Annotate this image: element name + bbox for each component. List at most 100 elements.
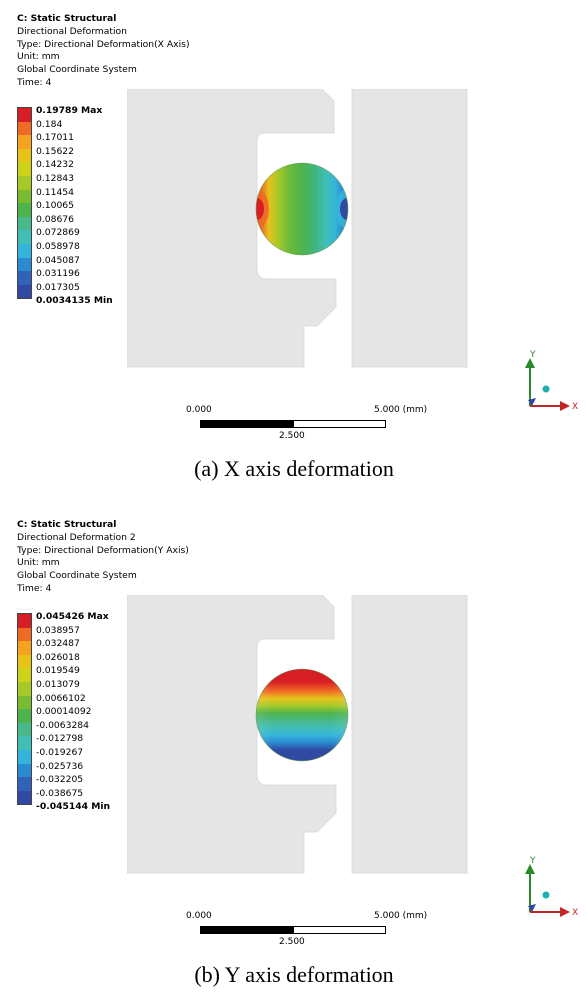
legend-label: -0.012798 xyxy=(36,733,84,745)
deformation-contour xyxy=(255,162,349,256)
legend-band xyxy=(18,709,31,723)
deformation-contour xyxy=(255,668,349,762)
legend-labels: 0.045426 Max 0.038957 0.032487 0.026018 … xyxy=(36,610,110,814)
legend-label: -0.025736 xyxy=(36,760,84,772)
panel-y-deformation: C: Static Structural Directional Deforma… xyxy=(0,506,588,1006)
figure-caption: (a) X axis deformation xyxy=(194,456,394,481)
legend-min-label: -0.045144 Min xyxy=(36,801,111,813)
result-header: C: Static Structural Directional Deforma… xyxy=(17,13,190,90)
scale-start-label: 0.000 xyxy=(186,405,212,415)
result-unit: Unit: mm xyxy=(17,557,60,569)
legend-color-bar xyxy=(17,107,32,300)
y-arrow-icon xyxy=(525,358,535,368)
legend-label: 0.08676 xyxy=(36,213,74,225)
panel-x-deformation: C: Static Structural Directional Deforma… xyxy=(0,0,588,500)
legend-label: 0.15622 xyxy=(36,145,74,157)
fe-model-view xyxy=(127,89,468,368)
legend-band xyxy=(18,271,31,285)
legend-label: 0.038957 xyxy=(36,624,80,636)
legend-color-bar xyxy=(17,613,32,806)
y-axis-label: Y xyxy=(529,856,536,866)
right-part xyxy=(351,595,468,874)
legend-band xyxy=(18,216,31,231)
legend-label: -0.038675 xyxy=(36,787,84,799)
result-name: Directional Deformation xyxy=(17,25,127,37)
result-unit: Unit: mm xyxy=(17,51,60,63)
x-axis-label: X xyxy=(572,908,578,918)
legend-label: 0.00014092 xyxy=(36,706,92,718)
legend-band xyxy=(18,230,31,244)
legend-band xyxy=(18,243,31,258)
scale-end-label: 5.000 (mm) xyxy=(374,405,428,415)
legend-band xyxy=(18,135,31,149)
z-axis-icon xyxy=(528,398,536,406)
legend-band xyxy=(18,763,31,778)
fe-model-view xyxy=(127,595,468,874)
left-part xyxy=(127,89,337,368)
scale-track xyxy=(200,420,386,428)
legend-band xyxy=(18,148,31,163)
view-center-dot xyxy=(542,891,550,899)
legend-band xyxy=(18,641,31,655)
legend-max-label: 0.045426 Max xyxy=(36,611,109,622)
legend-label: 0.10065 xyxy=(36,200,74,212)
result-header: C: Static Structural Directional Deforma… xyxy=(17,519,189,596)
legend-band xyxy=(18,654,31,669)
legend-label: 0.184 xyxy=(36,118,63,130)
legend-band xyxy=(18,189,31,204)
legend-label: 0.072869 xyxy=(36,227,80,239)
legend-band xyxy=(18,203,31,217)
legend-band xyxy=(18,121,31,136)
legend-band xyxy=(18,668,31,682)
result-time: Time: 4 xyxy=(17,76,52,88)
legend-band xyxy=(18,736,31,750)
legend-band xyxy=(18,162,31,176)
coordinate-triad: Y X xyxy=(525,856,578,918)
coordinate-triad: Y X xyxy=(525,350,578,412)
analysis-title: C: Static Structural xyxy=(17,519,117,530)
x-axis-label: X xyxy=(572,402,578,412)
legend-band xyxy=(18,749,31,764)
result-type: Type: Directional Deformation(Y Axis) xyxy=(17,544,189,556)
legend-band xyxy=(18,614,31,628)
z-axis-icon xyxy=(528,904,536,912)
scale-bar: 0.000 5.000 (mm) 2.500 xyxy=(186,911,436,951)
legend-band xyxy=(18,627,31,642)
x-arrow-icon xyxy=(560,907,570,917)
result-type: Type: Directional Deformation(X Axis) xyxy=(17,38,190,50)
view-center-dot xyxy=(542,385,550,393)
legend-label: 0.013079 xyxy=(36,678,80,690)
legend-label: 0.12843 xyxy=(36,172,74,184)
left-part xyxy=(127,595,337,874)
legend-label: 0.017305 xyxy=(36,281,80,293)
scale-fill xyxy=(201,421,294,427)
legend-label: 0.17011 xyxy=(36,132,74,144)
analysis-title: C: Static Structural xyxy=(17,13,117,24)
result-name: Directional Deformation 2 xyxy=(17,531,136,543)
legend-band xyxy=(18,790,31,805)
legend-band xyxy=(18,257,31,272)
legend-band xyxy=(18,284,31,299)
legend-label: 0.11454 xyxy=(36,186,74,198)
right-part xyxy=(351,89,468,368)
legend-min-label: 0.0034135 Min xyxy=(36,295,113,307)
legend-band xyxy=(18,722,31,737)
legend-label: 0.031196 xyxy=(36,268,80,280)
scale-start-label: 0.000 xyxy=(186,911,212,921)
legend-band xyxy=(18,777,31,791)
coordinate-system: Global Coordinate System xyxy=(17,64,137,76)
legend-label: 0.0066102 xyxy=(36,692,86,704)
legend-max-label: 0.19789 Max xyxy=(36,105,103,116)
legend-label: 0.14232 xyxy=(36,159,74,171)
coordinate-system: Global Coordinate System xyxy=(17,570,137,582)
legend-label: 0.045087 xyxy=(36,254,80,266)
y-arrow-icon xyxy=(525,864,535,874)
legend-label: -0.032205 xyxy=(36,774,84,786)
legend-label: 0.019549 xyxy=(36,665,80,677)
legend-label: -0.0063284 xyxy=(36,719,89,731)
legend-band xyxy=(18,681,31,696)
legend-band xyxy=(18,175,31,190)
legend-band xyxy=(18,108,31,122)
legend-label: 0.032487 xyxy=(36,638,80,650)
scale-end-label: 5.000 (mm) xyxy=(374,911,428,921)
